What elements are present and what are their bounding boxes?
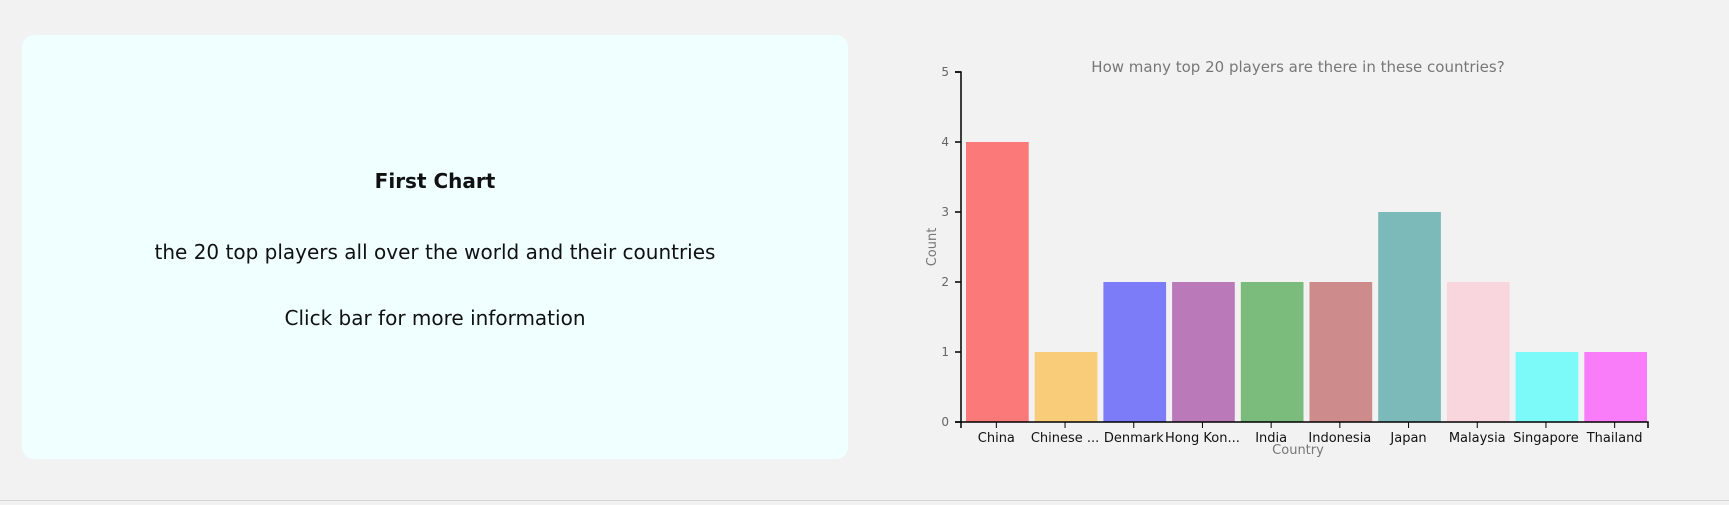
y-tick-label: 5 [941, 65, 949, 79]
y-axis-line [955, 71, 962, 423]
y-tick-label: 2 [941, 275, 949, 289]
y-tick-label: 1 [941, 345, 949, 359]
bar-chinese[interactable] [1034, 352, 1098, 422]
x-tick-label: Indonesia [1308, 431, 1371, 446]
x-tick-label: India [1255, 431, 1287, 446]
x-tick-label: Singapore [1513, 431, 1579, 446]
bar-china[interactable] [966, 142, 1029, 422]
bar-hong-kon[interactable] [1172, 282, 1235, 422]
x-tick-label: Denmark [1104, 431, 1164, 446]
y-tick-label: 4 [941, 135, 949, 149]
info-hint: Click bar for more information [284, 306, 586, 330]
info-title: First Chart [374, 169, 496, 193]
bar-singapore[interactable] [1515, 352, 1579, 422]
bar-denmark[interactable] [1103, 282, 1167, 422]
x-axis-line [960, 421, 1649, 428]
y-axis-label: Count [925, 228, 940, 267]
x-tick-label: Japan [1389, 431, 1426, 446]
x-tick-label: Malaysia [1449, 431, 1506, 446]
y-tick-label: 0 [941, 415, 949, 429]
info-panel: First Chart the 20 top players all over … [22, 35, 848, 459]
bar-indonesia[interactable] [1309, 282, 1373, 422]
chart-title: How many top 20 players are there in the… [1091, 58, 1504, 76]
x-tick-label: Hong Kon... [1165, 431, 1240, 446]
bar-thailand[interactable] [1584, 352, 1647, 422]
x-axis-label: Country [1272, 443, 1324, 458]
x-tick-label: China [978, 431, 1015, 446]
bar-india[interactable] [1240, 282, 1304, 422]
x-tick-label: Thailand [1586, 431, 1643, 446]
bar-malaysia[interactable] [1446, 282, 1510, 422]
info-subtitle: the 20 top players all over the world an… [154, 240, 716, 264]
y-tick-label: 3 [941, 205, 949, 219]
bar-japan[interactable] [1378, 212, 1441, 422]
x-tick-label: Chinese ... [1031, 431, 1099, 446]
